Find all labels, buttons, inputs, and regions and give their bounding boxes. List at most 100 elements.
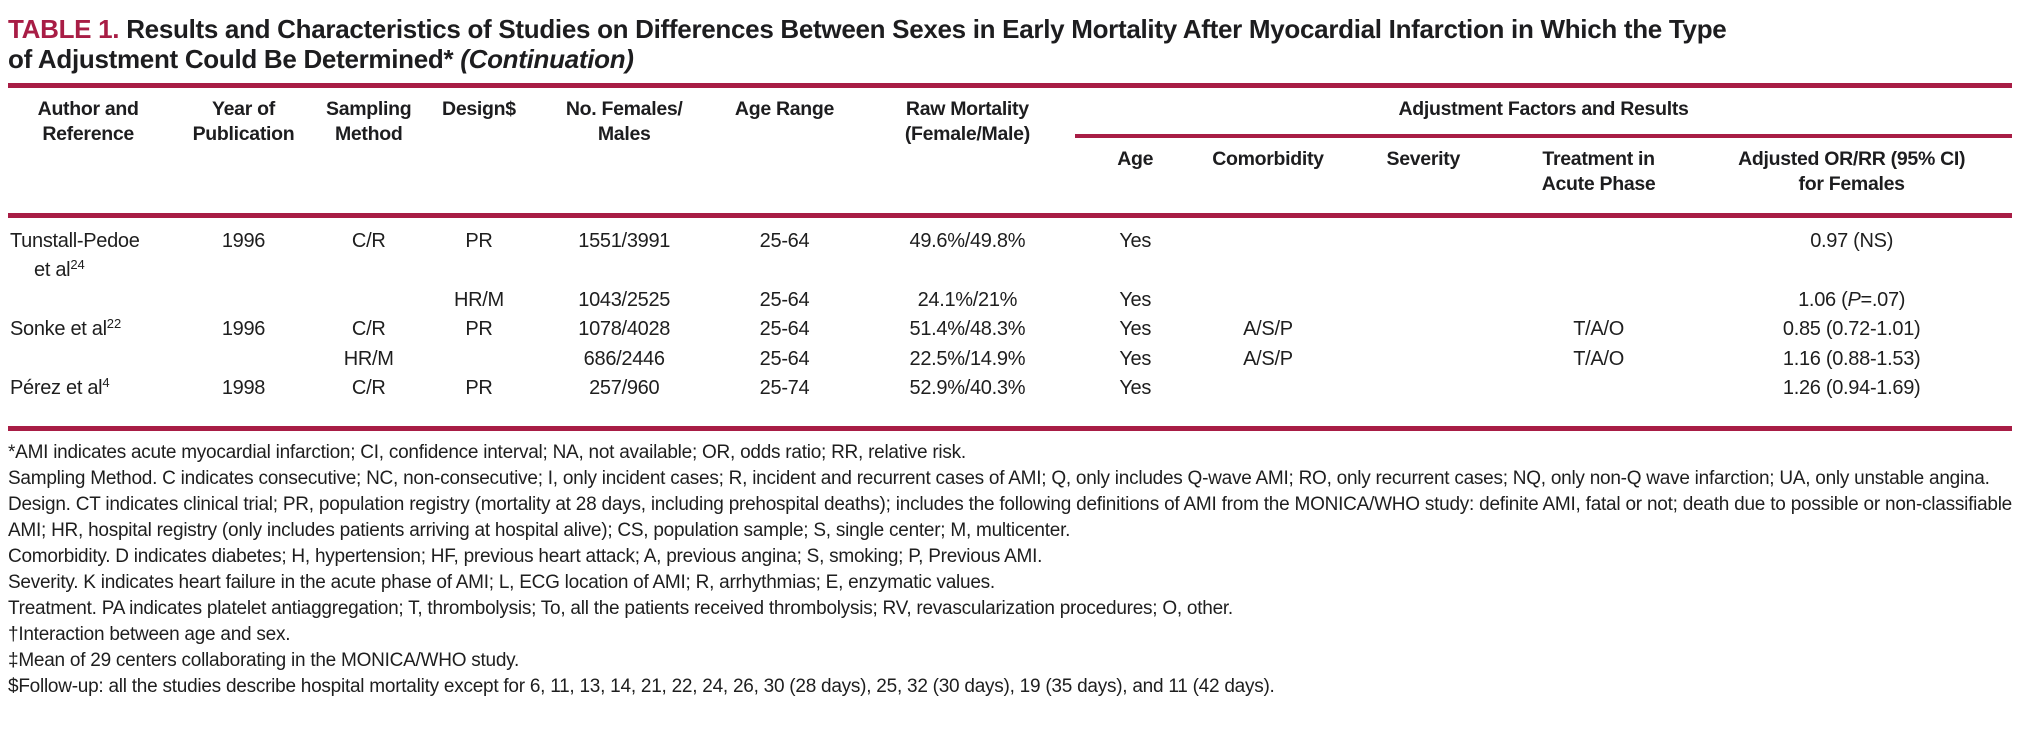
group-header-adjustment: Adjustment Factors and Results [1075,85,2012,138]
cell-comorbidity [1195,374,1340,429]
cell-design: PR [465,377,493,399]
cell-year [168,286,318,315]
table-title-text: Results and Characteristics of Studies o… [126,14,1727,44]
footnote-comorbidity: Comorbidity. D indicates diabetes; H, hy… [8,546,1043,567]
cell-adj-age: Yes [1119,318,1152,340]
table-number-label: TABLE 1. [8,14,120,44]
table-body: Tunstall-Pedoe et al24 1996 C/R PR 1551/… [8,216,2012,429]
table-header: Author and Reference Year of Publication S… [8,85,2012,218]
cell-age-range: 25-64 [759,318,810,340]
footnote-sampling-method: Sampling Method. C indicates consecutive… [8,468,1990,489]
cell-design [419,345,539,374]
cell-comorbidity [1195,286,1340,315]
cell-sampling: C/R [351,377,386,399]
col-header-author: Author and Reference [8,85,169,218]
cell-design: PR [465,318,493,340]
cell-severity [1341,345,1506,374]
cell-year: 1996 [221,230,266,252]
cell-age-range: 25-64 [759,348,810,370]
cell-author [8,345,168,374]
cell-severity [1341,374,1506,429]
cell-adjusted-or: 1.16 (0.88-1.53) [1782,348,1921,370]
cell-year: 1996 [221,318,266,340]
cell-sampling: C/R [351,230,386,252]
cell-females-males: 1078/4028 [578,318,671,340]
reference-superscript: 24 [70,257,85,272]
cell-treatment: T/A/O [1573,348,1624,370]
col-header-age-range: Age Range [709,85,860,218]
cell-adj-age: Yes [1119,377,1152,399]
cell-severity [1341,315,1506,345]
cell-adjusted-or: 1.26 (0.94-1.69) [1782,377,1921,399]
col-header-adj-age: Age [1075,135,1196,218]
footnote-monica-mean: ‡Mean of 29 centers collaborating in the… [8,650,520,671]
col-header-year: Year of Publication [168,85,319,218]
reference-superscript: 22 [106,316,122,331]
cell-comorbidity: A/S/P [1243,318,1293,340]
paper-table-page: TABLE 1. Results and Characteristics of … [8,14,2012,700]
cell-raw-mortality: 24.1%/21% [917,289,1018,311]
continuation-label: (Continuation) [460,44,634,74]
col-header-treatment: Treatment in Acute Phase [1505,135,1692,218]
cell-year [168,345,318,374]
footnotes-block: *AMI indicates acute myocardial infarcti… [8,440,2012,700]
cell-severity [1341,216,1506,287]
cell-females-males: 1551/3991 [578,230,671,252]
results-table: Author and Reference Year of Publication S… [8,83,2012,431]
table-title-line1: TABLE 1. Results and Characteristics of … [8,14,2012,44]
table-row: Sonke et al22 1996 C/R PR 1078/4028 25-6… [8,315,2012,345]
cell-females-males: 257/960 [589,377,660,399]
cell-raw-mortality: 52.9%/40.3% [909,377,1026,399]
p-value-italic: P [1847,289,1861,311]
cell-adjusted-or: 0.85 (0.72-1.01) [1782,318,1921,340]
cell-raw-mortality: 49.6%/49.8% [909,230,1026,252]
col-header-adjusted-or: Adjusted OR/RR (95% CI) for Females [1691,135,2012,218]
cell-raw-mortality: 22.5%/14.9% [909,348,1026,370]
cell-year: 1998 [221,377,266,399]
cell-treatment [1506,216,1691,287]
cell-adj-age: Yes [1119,230,1152,252]
cell-females-males: 686/2446 [583,348,665,370]
footnote-treatment: Treatment. PA indicates platelet antiagg… [8,598,1233,619]
table-title-line2: of Adjustment Could Be Determined* (Cont… [8,44,634,74]
col-header-severity: Severity [1340,135,1506,218]
footnote-interaction: †Interaction between age and sex. [8,624,291,645]
cell-adjusted-or: 1.06 (P=.07) [1798,289,1906,311]
cell-raw-mortality: 51.4%/48.3% [909,318,1026,340]
footnote-follow-up: $Follow-up: all the studies describe hos… [8,676,1275,697]
col-header-females-males: No. Females/Males [539,85,710,218]
cell-age-range: 25-74 [759,377,810,399]
cell-age-range: 25-64 [759,230,810,252]
cell-adj-age: Yes [1119,289,1152,311]
cell-severity [1341,286,1506,315]
cell-treatment: T/A/O [1573,318,1624,340]
footnote-design: Design. CT indicates clinical trial; PR,… [8,494,2012,541]
cell-treatment [1506,374,1691,429]
table-row: HR/M 686/2446 25-64 22.5%/14.9% Yes A/S/… [8,345,2012,374]
cell-age-range: 25-64 [759,289,810,311]
cell-sampling: HR/M [343,348,394,370]
col-header-design: Design$ [418,85,540,218]
cell-comorbidity [1195,216,1340,287]
table-row: Pérez et al4 1998 C/R PR 257/960 25-74 5… [8,374,2012,429]
footnote-abbreviations: *AMI indicates acute myocardial infarcti… [8,442,966,463]
cell-design: PR [465,230,493,252]
footnote-severity: Severity. K indicates heart failure in t… [8,572,995,593]
table-title: TABLE 1. Results and Characteristics of … [8,14,2012,74]
cell-sampling [319,286,419,315]
col-header-comorbidity: Comorbidity [1195,135,1341,218]
cell-author: Pérez et al4 [10,375,110,399]
cell-adj-age: Yes [1119,348,1152,370]
table-row: HR/M 1043/2525 25-64 24.1%/21% Yes 1.06 … [8,286,2012,315]
table-row: Tunstall-Pedoe et al24 1996 C/R PR 1551/… [8,216,2012,287]
col-header-raw-mortality: Raw Mortality (Female/Male) [859,85,1076,218]
cell-adjusted-or: 0.97 (NS) [1810,230,1894,252]
cell-author [8,286,168,315]
col-header-sampling: Sampling Method [318,85,419,218]
cell-females-males: 1043/2525 [578,289,671,311]
cell-author: Tunstall-Pedoe et al24 [10,230,140,281]
cell-author: Sonke et al22 [10,316,122,340]
reference-superscript: 4 [102,375,110,390]
cell-treatment [1506,286,1691,315]
cell-design: HR/M [453,289,504,311]
